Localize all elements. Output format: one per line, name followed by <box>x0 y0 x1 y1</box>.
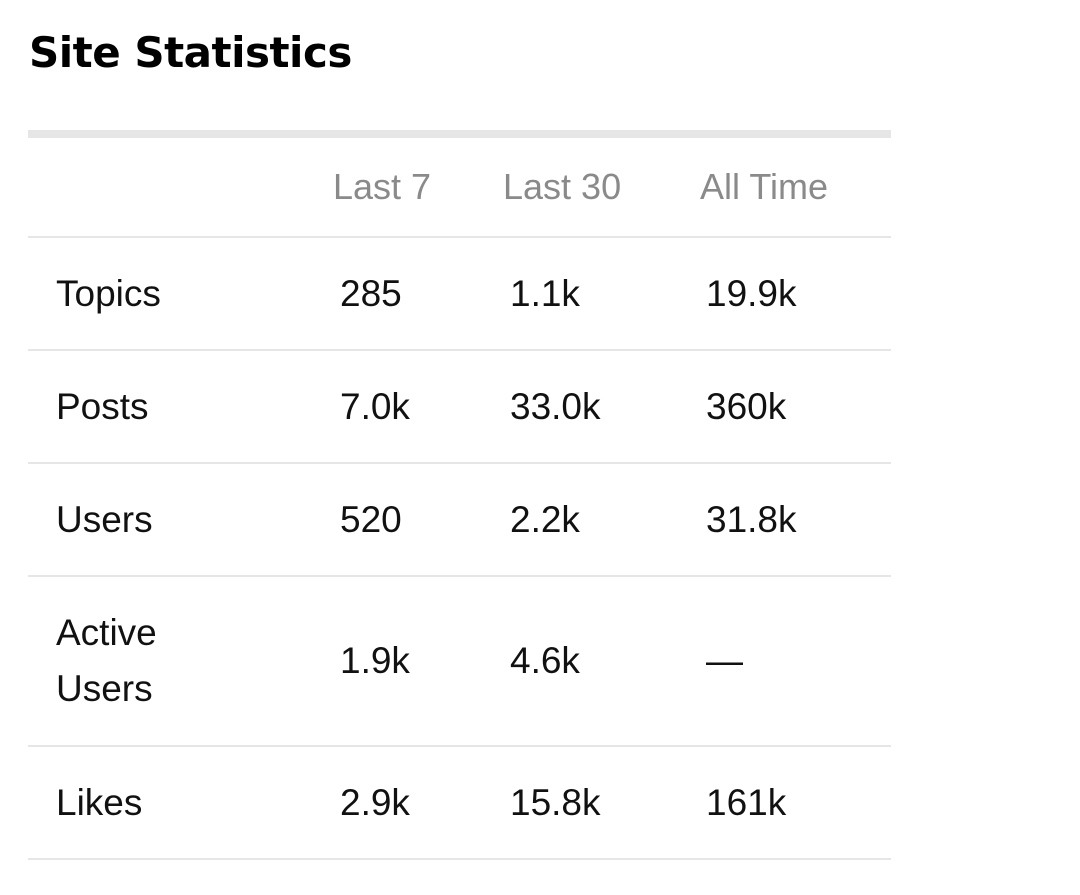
value-all-time: 161k <box>672 746 891 860</box>
row-label: Posts <box>28 350 306 464</box>
value-last-7: 1.9k <box>306 576 476 747</box>
header-last-7: Last 7 <box>306 138 476 238</box>
value-all-time: 360k <box>672 350 891 464</box>
value-last-30: 4.6k <box>476 576 672 747</box>
table-header-row: Last 7 Last 30 All Time <box>28 138 891 238</box>
row-label: Users <box>28 463 306 577</box>
page-title: Site Statistics <box>29 28 352 77</box>
table-row-active-users: Active Users 1.9k 4.6k — <box>28 576 891 747</box>
header-all-time: All Time <box>672 138 891 238</box>
row-label: Topics <box>28 237 306 351</box>
value-last-7: 2.9k <box>306 746 476 860</box>
value-last-7: 285 <box>306 237 476 351</box>
value-last-30: 33.0k <box>476 350 672 464</box>
table-row-users: Users 520 2.2k 31.8k <box>28 463 891 577</box>
site-statistics-table: Last 7 Last 30 All Time Topics 285 1.1k … <box>28 130 891 860</box>
row-label: Active Users <box>28 576 306 747</box>
value-last-30: 15.8k <box>476 746 672 860</box>
value-last-7: 7.0k <box>306 350 476 464</box>
value-all-time: 31.8k <box>672 463 891 577</box>
header-empty-cell <box>28 138 306 238</box>
header-last-30: Last 30 <box>476 138 672 238</box>
table-row-posts: Posts 7.0k 33.0k 360k <box>28 350 891 464</box>
table-row-topics: Topics 285 1.1k 19.9k <box>28 237 891 351</box>
value-all-time: — <box>672 576 891 747</box>
row-label: Likes <box>28 746 306 860</box>
value-last-30: 1.1k <box>476 237 672 351</box>
stats-table: Last 7 Last 30 All Time Topics 285 1.1k … <box>28 138 891 860</box>
value-last-7: 520 <box>306 463 476 577</box>
value-all-time: 19.9k <box>672 237 891 351</box>
value-last-30: 2.2k <box>476 463 672 577</box>
table-row-likes: Likes 2.9k 15.8k 161k <box>28 746 891 860</box>
